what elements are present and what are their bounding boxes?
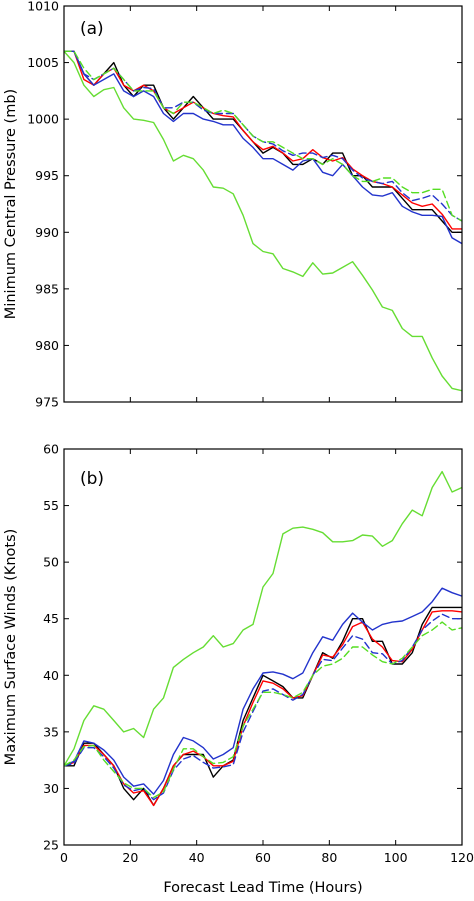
x-tick-label: 120 [450, 850, 474, 865]
y-tick-label: 25 [43, 838, 59, 853]
panel-a-lines [64, 50, 462, 392]
y-tick-label: 990 [35, 225, 59, 240]
y-tick-label: 50 [43, 555, 59, 570]
series-line-4 [64, 613, 462, 801]
y-tick-label: 1005 [27, 55, 59, 70]
y-tick-label: 60 [43, 442, 59, 457]
series-line-6 [64, 470, 462, 767]
panel-a-frame [63, 5, 463, 403]
series-line-6 [64, 50, 462, 392]
panel-a-ticks: 975 980 985 990 995 1000 1005 1010 [27, 0, 463, 410]
panel-b-ylabel: Maximum Surface Winds (Knots) [3, 529, 19, 766]
x-tick-label: 40 [189, 850, 205, 865]
y-tick-label: 980 [35, 338, 59, 353]
x-tick-label: 80 [321, 850, 337, 865]
series-line-2 [64, 50, 462, 230]
y-tick-label: 1000 [27, 112, 59, 127]
y-tick-label: 1010 [27, 0, 59, 14]
y-tick-label: 975 [35, 395, 59, 410]
y-tick-label: 40 [43, 668, 59, 683]
series-line-1 [64, 606, 462, 807]
series-line-5 [64, 621, 462, 799]
series-line-1 [64, 50, 462, 234]
panel-b-lines [64, 470, 462, 807]
y-tick-label: 995 [35, 168, 59, 183]
panel-a-label: (a) [80, 19, 104, 39]
series-line-3 [64, 587, 462, 795]
x-axis-label: Forecast Lead Time (Hours) [163, 880, 362, 896]
panel-a: 975 980 985 990 995 1000 1005 1010 (a) Minimum … [3, 0, 463, 410]
y-tick-label: 35 [43, 724, 59, 739]
panel-b-frame [63, 448, 463, 846]
y-tick-label: 45 [43, 611, 59, 626]
x-tick-label: 20 [122, 850, 138, 865]
series-line-5 [64, 50, 462, 222]
x-tick-label: 0 [60, 850, 68, 865]
x-tick-label: 60 [255, 850, 271, 865]
y-tick-label: 985 [35, 281, 59, 296]
panel-b-label: (b) [80, 469, 104, 489]
panel-a-ylabel: Minimum Central Pressure (mb) [3, 89, 19, 319]
y-tick-label: 30 [43, 781, 59, 796]
series-line-2 [64, 610, 462, 807]
panel-b-ticks: 25 30 35 40 45 50 55 60 0 20 40 60 80 100 120 [43, 442, 474, 866]
y-tick-label: 55 [43, 498, 59, 513]
x-tick-label: 100 [384, 850, 408, 865]
panel-b: 25 30 35 40 45 50 55 60 0 20 40 60 80 100 120 (b) Maxi… [3, 442, 474, 897]
series-line-3 [64, 50, 462, 245]
